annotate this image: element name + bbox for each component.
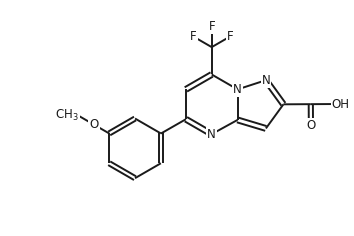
Text: O: O [90, 118, 99, 131]
Text: F: F [209, 20, 215, 33]
Text: F: F [190, 30, 197, 43]
Text: O: O [306, 119, 315, 132]
Text: N: N [233, 83, 242, 96]
Text: CH$_3$: CH$_3$ [55, 108, 79, 123]
Text: N: N [207, 128, 216, 141]
Text: OH: OH [332, 97, 350, 110]
Text: N: N [262, 74, 270, 87]
Text: F: F [227, 30, 233, 43]
